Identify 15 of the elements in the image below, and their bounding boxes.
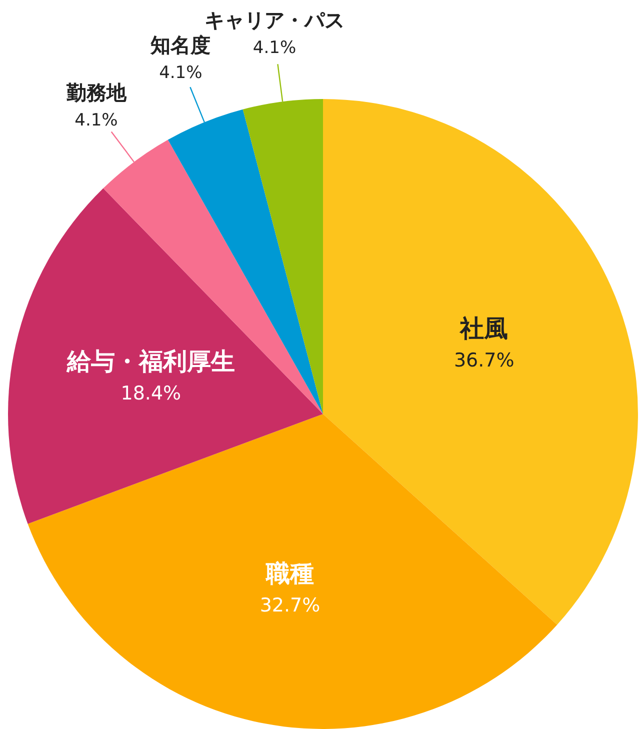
slice-label: 知名度 <box>150 32 211 57</box>
slice-label: 社風 <box>459 314 508 342</box>
slice-label: 職種 <box>264 559 314 588</box>
pie-slice <box>28 414 558 728</box>
data-label: 4.1% <box>252 38 296 58</box>
slice-label: キャリア・パス <box>204 8 344 32</box>
pie-slice <box>323 99 638 625</box>
slice-label: 勤務地 <box>65 80 128 105</box>
data-label: 18.4% <box>120 382 182 404</box>
data-label: 4.1% <box>159 62 202 83</box>
data-label: 4.1% <box>74 110 118 131</box>
data-label: 36.7% <box>454 349 514 372</box>
pie-slice <box>8 188 323 524</box>
slice-label: 給与・福利厚生 <box>66 347 235 376</box>
data-label: 32.7% <box>260 594 320 616</box>
